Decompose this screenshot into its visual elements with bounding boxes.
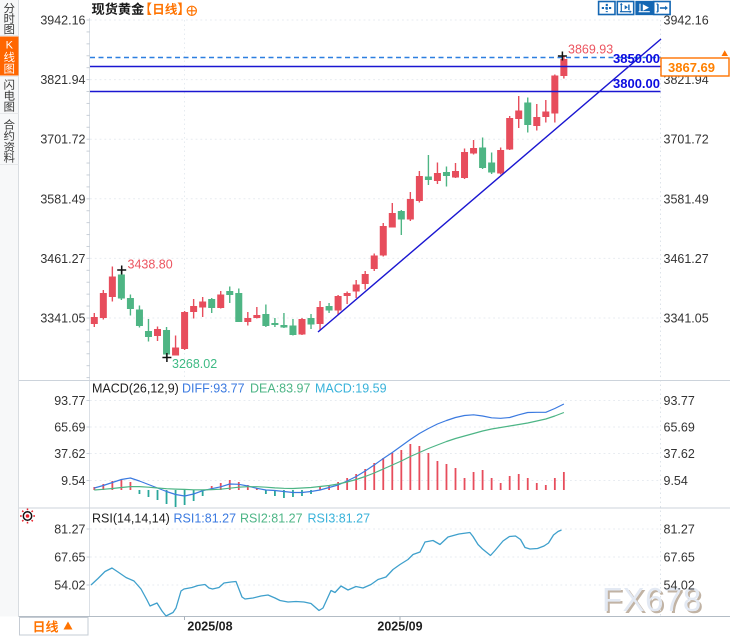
svg-text:67.65: 67.65	[54, 551, 85, 565]
svg-text:3341.05: 3341.05	[40, 312, 85, 326]
svg-text:81.27: 81.27	[664, 523, 695, 537]
svg-text:3867.69: 3867.69	[668, 60, 715, 75]
svg-text:RSI(14,14,14): RSI(14,14,14)	[92, 512, 170, 526]
svg-text:93.77: 93.77	[664, 394, 695, 408]
svg-text:3581.49: 3581.49	[40, 192, 85, 206]
svg-text:MACD(26,12,9): MACD(26,12,9)	[92, 382, 179, 396]
svg-text:3869.93: 3869.93	[568, 43, 613, 57]
svg-text:37.62: 37.62	[664, 447, 695, 461]
svg-text:3800.00: 3800.00	[613, 76, 660, 91]
svg-text:FX678: FX678	[602, 581, 702, 618]
svg-text:K: K	[6, 40, 14, 52]
svg-text:3942.16: 3942.16	[664, 14, 709, 28]
svg-text:3701.72: 3701.72	[664, 133, 709, 147]
svg-text:3942.16: 3942.16	[40, 14, 85, 28]
svg-text:FX678: FX678	[604, 583, 704, 620]
svg-text:3461.27: 3461.27	[40, 252, 85, 266]
svg-text:9.54: 9.54	[61, 474, 85, 488]
svg-text:DEA:83.97: DEA:83.97	[250, 382, 311, 396]
svg-text:RSI1:81.27: RSI1:81.27	[174, 512, 237, 526]
svg-text:67.65: 67.65	[664, 551, 695, 565]
svg-text:RSI2:81.27: RSI2:81.27	[240, 512, 303, 526]
svg-text:3581.49: 3581.49	[664, 192, 709, 206]
svg-text:93.77: 93.77	[54, 394, 85, 408]
svg-text:RSI3:81.27: RSI3:81.27	[308, 512, 371, 526]
svg-text:54.02: 54.02	[54, 579, 85, 593]
svg-text:3850.00: 3850.00	[613, 51, 660, 66]
svg-text:3701.72: 3701.72	[40, 133, 85, 147]
svg-text:3821.94: 3821.94	[40, 73, 85, 87]
svg-text:3461.27: 3461.27	[664, 252, 709, 266]
svg-text:3438.80: 3438.80	[128, 258, 173, 272]
svg-text:81.27: 81.27	[54, 523, 85, 537]
svg-text:9.54: 9.54	[664, 474, 688, 488]
svg-text:3268.02: 3268.02	[172, 357, 217, 371]
svg-text:37.62: 37.62	[54, 447, 85, 461]
svg-text:54.02: 54.02	[664, 579, 695, 593]
svg-text:65.69: 65.69	[664, 421, 695, 435]
svg-text:2025/08: 2025/08	[187, 620, 232, 634]
svg-text:MACD:19.59: MACD:19.59	[315, 382, 387, 396]
svg-text:3341.05: 3341.05	[664, 312, 709, 326]
svg-text:2025/09: 2025/09	[377, 620, 422, 634]
svg-text:DIFF:93.77: DIFF:93.77	[182, 382, 245, 396]
svg-text:65.69: 65.69	[54, 421, 85, 435]
